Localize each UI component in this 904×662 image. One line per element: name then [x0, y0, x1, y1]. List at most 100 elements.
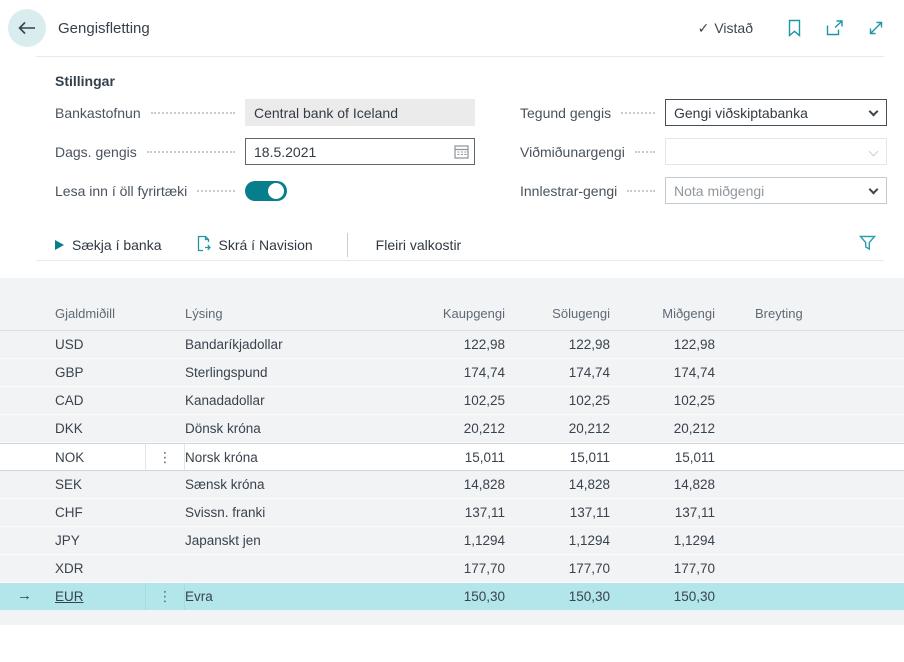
- cell-currency[interactable]: GBP: [55, 365, 84, 380]
- bookmark-icon[interactable]: [787, 19, 802, 37]
- table-row[interactable]: SEK Sænsk króna 14,828 14,828 14,828: [0, 471, 904, 499]
- cell-mid-rate[interactable]: 15,011: [674, 449, 715, 465]
- import-rate-select[interactable]: Nota miðgengi: [665, 177, 887, 204]
- cell-description[interactable]: Sterlingspund: [185, 365, 268, 380]
- read-all-companies-label: Lesa inn í öll fyrirtæki: [55, 182, 188, 199]
- cell-currency[interactable]: DKK: [55, 421, 83, 436]
- back-arrow-icon: [18, 21, 35, 35]
- cell-buy-rate[interactable]: 174,74: [463, 365, 505, 380]
- table-row[interactable]: NOK ⋮ Norsk króna 15,011 15,011 15,011: [0, 443, 904, 471]
- row-menu-icon[interactable]: ⋮: [145, 583, 185, 610]
- cell-currency[interactable]: CAD: [55, 393, 84, 408]
- table-row[interactable]: CHF Svissn. franki 137,11 137,11 137,11: [0, 499, 904, 527]
- table-row[interactable]: CAD Kanadadollar 102,25 102,25 102,25: [0, 387, 904, 415]
- table-row[interactable]: DKK Dönsk króna 20,212 20,212 20,212: [0, 415, 904, 443]
- cell-mid-rate[interactable]: 14,828: [673, 477, 715, 492]
- cell-mid-rate[interactable]: 150,30: [673, 589, 715, 604]
- cell-buy-rate[interactable]: 177,70: [463, 561, 505, 576]
- cell-sell-rate[interactable]: 15,011: [569, 449, 610, 465]
- fetch-from-bank-button[interactable]: Sækja í banka: [55, 237, 162, 253]
- cell-sell-rate[interactable]: 122,98: [568, 337, 610, 352]
- action-bar: Sækja í banka Skrá í Navision Fleiri val…: [0, 216, 904, 260]
- cell-currency[interactable]: NOK: [55, 449, 85, 465]
- cell-sell-rate[interactable]: 1,1294: [568, 533, 610, 548]
- cell-buy-rate[interactable]: 102,25: [463, 393, 505, 408]
- col-header-buy-rate[interactable]: Kaupgengi: [442, 306, 505, 321]
- dotted-leader: [634, 150, 655, 153]
- cell-currency[interactable]: USD: [55, 337, 84, 352]
- table-row[interactable]: XDR 177,70 177,70 177,70: [0, 555, 904, 583]
- cell-description[interactable]: Bandaríkjadollar: [185, 337, 283, 352]
- calendar-icon[interactable]: [454, 144, 469, 164]
- cell-mid-rate[interactable]: 174,74: [673, 365, 715, 380]
- dotted-leader: [150, 111, 235, 114]
- reference-rate-select: [665, 138, 887, 165]
- cell-sell-rate[interactable]: 102,25: [568, 393, 610, 408]
- dotted-leader: [621, 111, 655, 114]
- cell-buy-rate[interactable]: 20,212: [463, 421, 505, 436]
- filter-icon[interactable]: [858, 235, 877, 256]
- cell-sell-rate[interactable]: 14,828: [568, 477, 610, 492]
- cell-description[interactable]: Kanadadollar: [185, 393, 265, 408]
- check-icon: ✓: [697, 19, 710, 36]
- cell-currency[interactable]: XDR: [55, 561, 84, 576]
- cell-mid-rate[interactable]: 102,25: [673, 393, 715, 408]
- cell-description[interactable]: Evra: [185, 589, 213, 604]
- cell-mid-rate[interactable]: 20,212: [673, 421, 715, 436]
- settings-section: Stillingar Bankastofnun Central bank of …: [0, 57, 904, 216]
- cell-sell-rate[interactable]: 150,30: [568, 589, 610, 604]
- cell-description[interactable]: Japanskt jen: [185, 533, 261, 548]
- cell-description[interactable]: Svissn. franki: [185, 505, 266, 520]
- cell-buy-rate[interactable]: 14,828: [463, 477, 505, 492]
- col-header-change[interactable]: Breyting: [755, 306, 803, 321]
- dotted-leader: [627, 189, 655, 192]
- col-header-mid-rate[interactable]: Miðgengi: [662, 306, 715, 321]
- rate-type-select[interactable]: Gengi viðskiptabanka: [665, 99, 887, 126]
- cell-currency[interactable]: EUR: [55, 589, 84, 604]
- expand-icon[interactable]: [868, 20, 884, 36]
- cell-buy-rate[interactable]: 150,30: [463, 589, 505, 604]
- page-title: Gengisfletting: [58, 19, 150, 37]
- cell-currency[interactable]: SEK: [55, 477, 83, 492]
- bank-institution-field: Central bank of Iceland: [245, 99, 475, 126]
- table-row[interactable]: → EUR ⋮ Evra 150,30 150,30 150,30: [0, 583, 904, 611]
- row-menu-icon[interactable]: ⋮: [145, 444, 185, 470]
- rate-type-label: Tegund gengis: [520, 104, 612, 121]
- settings-section-title: Stillingar: [55, 73, 115, 89]
- cell-sell-rate[interactable]: 174,74: [568, 365, 610, 380]
- more-options-button[interactable]: Fleiri valkostir: [375, 237, 462, 253]
- cell-description[interactable]: Dönsk króna: [185, 421, 261, 436]
- col-header-currency[interactable]: Gjaldmiðill: [55, 306, 115, 321]
- col-header-sell-rate[interactable]: Sölugengi: [552, 306, 610, 321]
- read-all-companies-toggle[interactable]: [245, 180, 287, 201]
- cell-description[interactable]: Norsk króna: [185, 449, 258, 465]
- cell-sell-rate[interactable]: 177,70: [568, 561, 610, 576]
- cell-mid-rate[interactable]: 137,11: [674, 505, 715, 520]
- cell-mid-rate[interactable]: 1,1294: [673, 533, 715, 548]
- reference-rate-label: Viðmiðunargengi: [520, 143, 625, 160]
- cell-sell-rate[interactable]: 137,11: [569, 505, 610, 520]
- cell-sell-rate[interactable]: 20,212: [568, 421, 610, 436]
- dotted-leader: [197, 189, 235, 192]
- cell-currency[interactable]: JPY: [55, 533, 80, 548]
- cell-mid-rate[interactable]: 122,98: [673, 337, 715, 352]
- exchange-rate-table: Gjaldmiðill Lýsing Kaupgengi Sölugengi M…: [0, 278, 904, 625]
- cell-mid-rate[interactable]: 177,70: [673, 561, 715, 576]
- table-row[interactable]: GBP Sterlingspund 174,74 174,74 174,74: [0, 359, 904, 387]
- saved-label: Vistað: [714, 20, 753, 36]
- cell-buy-rate[interactable]: 15,011: [464, 449, 505, 465]
- cell-buy-rate[interactable]: 1,1294: [463, 533, 505, 548]
- cell-currency[interactable]: CHF: [55, 505, 83, 520]
- cell-buy-rate[interactable]: 137,11: [464, 505, 505, 520]
- col-header-description[interactable]: Lýsing: [185, 306, 223, 321]
- back-button[interactable]: [8, 9, 46, 47]
- table-row[interactable]: USD Bandaríkjadollar 122,98 122,98 122,98: [0, 331, 904, 359]
- table-row[interactable]: JPY Japanskt jen 1,1294 1,1294 1,1294: [0, 527, 904, 555]
- cell-description[interactable]: Sænsk króna: [185, 477, 265, 492]
- cell-buy-rate[interactable]: 122,98: [463, 337, 505, 352]
- register-in-navision-button[interactable]: Skrá í Navision: [196, 235, 313, 255]
- open-in-window-icon[interactable]: [826, 20, 844, 36]
- rate-date-input[interactable]: [245, 138, 475, 165]
- table-header-row: Gjaldmiðill Lýsing Kaupgengi Sölugengi M…: [0, 278, 904, 331]
- rate-date-label: Dags. gengis: [55, 143, 137, 160]
